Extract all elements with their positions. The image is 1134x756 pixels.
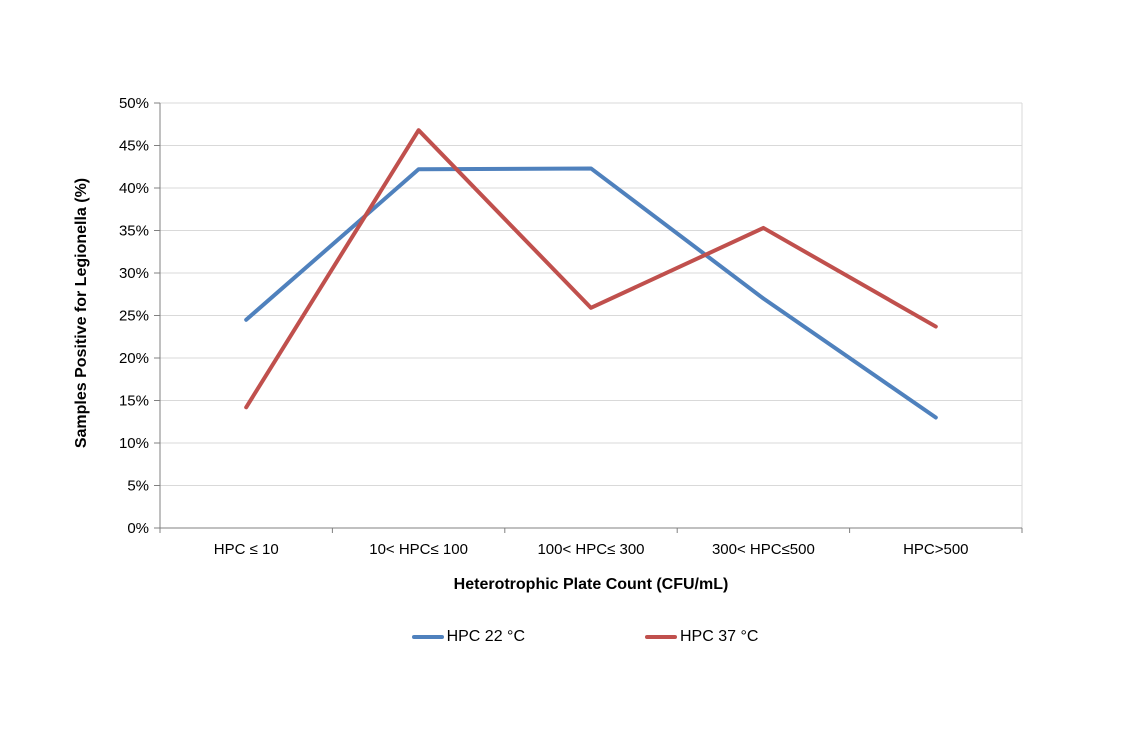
y-tick-label: 50% [119, 95, 149, 112]
y-tick-label: 15% [119, 393, 149, 410]
x-category-label: 10< HPC≤ 100 [369, 541, 468, 558]
legend-swatch [411, 635, 444, 639]
legend: HPC 22 °C HPC 37 °C [18, 628, 1134, 646]
y-tick-label: 0% [127, 520, 149, 537]
y-axis-title: Samples Positive for Legionella (%) [73, 177, 90, 449]
y-tick-label: 35% [119, 223, 149, 240]
legend-label: HPC 22 °C [446, 628, 525, 645]
y-tick-label: 20% [119, 350, 149, 367]
x-category-label: HPC>500 [903, 541, 968, 558]
legend-label: HPC 37 °C [680, 628, 759, 645]
x-category-label: 300< HPC≤500 [712, 541, 815, 558]
y-tick-label: 10% [119, 435, 149, 452]
x-category-label: 100< HPC≤ 300 [537, 541, 644, 558]
x-category-label: HPC ≤ 10 [214, 541, 279, 558]
y-tick-label: 30% [119, 265, 149, 282]
series-line-hpc-37-°c [244, 128, 938, 410]
y-tick-label: 5% [127, 478, 149, 495]
series-line-hpc-22-°c [244, 166, 938, 420]
legend-swatch [645, 635, 677, 639]
y-tick-label: 25% [119, 308, 149, 325]
legend-item: HPC 22 °C [411, 628, 525, 646]
y-tick-label: 40% [119, 180, 149, 197]
legend-item: HPC 37 °C [645, 628, 758, 646]
x-axis-title: Heterotrophic Plate Count (CFU/mL) [453, 576, 729, 593]
y-tick-label: 45% [119, 138, 149, 155]
